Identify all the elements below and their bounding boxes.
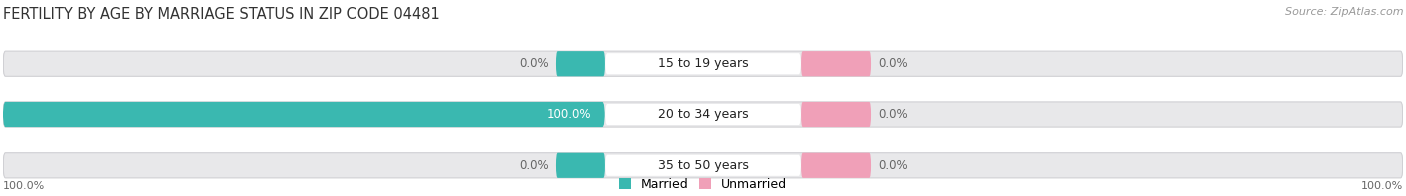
FancyBboxPatch shape bbox=[555, 51, 605, 76]
Text: 0.0%: 0.0% bbox=[879, 57, 908, 70]
FancyBboxPatch shape bbox=[605, 104, 801, 125]
Text: 100.0%: 100.0% bbox=[547, 108, 591, 121]
Text: 35 to 50 years: 35 to 50 years bbox=[658, 159, 748, 172]
Legend: Married, Unmarried: Married, Unmarried bbox=[619, 178, 787, 191]
FancyBboxPatch shape bbox=[605, 155, 801, 176]
FancyBboxPatch shape bbox=[3, 102, 605, 127]
FancyBboxPatch shape bbox=[801, 51, 872, 76]
Text: Source: ZipAtlas.com: Source: ZipAtlas.com bbox=[1285, 7, 1403, 17]
Text: 0.0%: 0.0% bbox=[879, 108, 908, 121]
FancyBboxPatch shape bbox=[3, 153, 1403, 178]
FancyBboxPatch shape bbox=[801, 102, 872, 127]
FancyBboxPatch shape bbox=[555, 153, 605, 178]
FancyBboxPatch shape bbox=[605, 53, 801, 74]
FancyBboxPatch shape bbox=[3, 102, 1403, 127]
Text: 0.0%: 0.0% bbox=[519, 57, 548, 70]
Text: 15 to 19 years: 15 to 19 years bbox=[658, 57, 748, 70]
FancyBboxPatch shape bbox=[801, 153, 872, 178]
FancyBboxPatch shape bbox=[3, 51, 1403, 76]
Text: 100.0%: 100.0% bbox=[3, 181, 45, 191]
Text: FERTILITY BY AGE BY MARRIAGE STATUS IN ZIP CODE 04481: FERTILITY BY AGE BY MARRIAGE STATUS IN Z… bbox=[3, 7, 440, 22]
Text: 20 to 34 years: 20 to 34 years bbox=[658, 108, 748, 121]
Text: 0.0%: 0.0% bbox=[519, 159, 548, 172]
Text: 100.0%: 100.0% bbox=[1361, 181, 1403, 191]
Text: 0.0%: 0.0% bbox=[879, 159, 908, 172]
